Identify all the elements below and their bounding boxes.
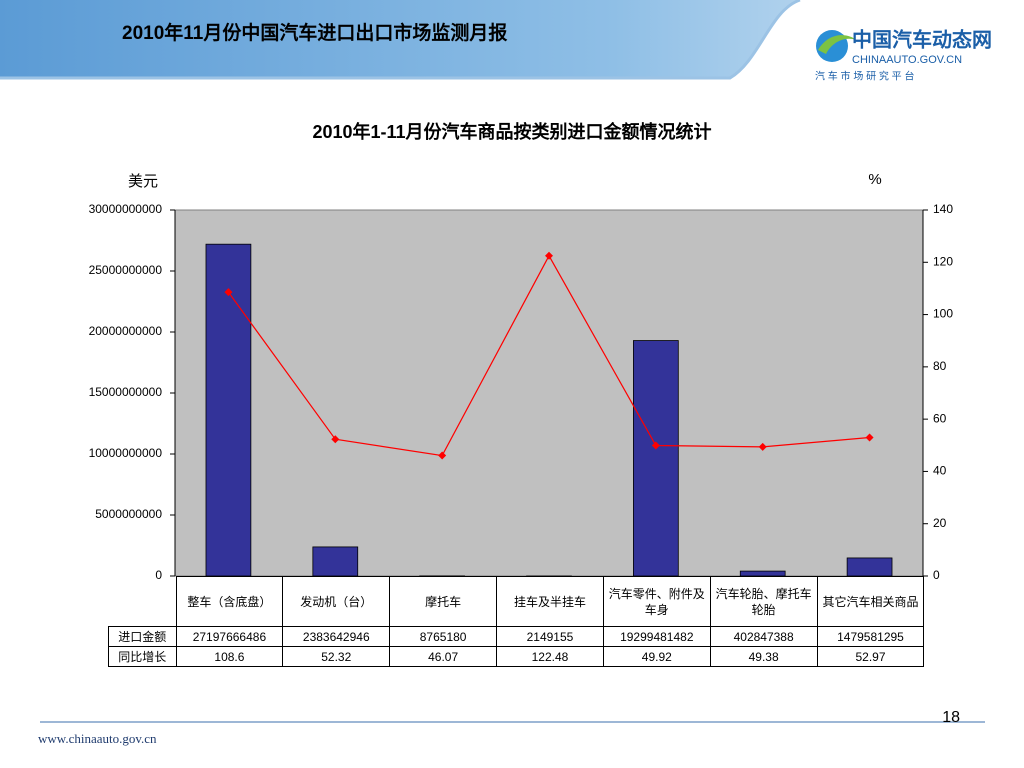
footer-url: www.chinaauto.gov.cn (38, 731, 157, 746)
y-tick-label: 10000000000 (89, 446, 163, 460)
logo-url: CHINAAUTO.GOV.CN (852, 54, 962, 66)
value-cell: 46.07 (389, 646, 498, 667)
data-table: 整车（含底盘） 发动机（台） 摩托车 挂车及半挂车 汽车零件、附件及车身 汽车轮胎、摩托车… (108, 576, 925, 667)
y-tick-label: 0 (155, 568, 162, 582)
chart-title: 2010年1-11月份汽车商品按类别进口金额情况统计 (312, 121, 711, 142)
category-cell: 整车（含底盘） (175, 576, 284, 627)
y-tick-label: 25000000000 (89, 263, 163, 277)
page-number: 18 (942, 709, 960, 726)
series-name-cell: 进口金额 (108, 626, 177, 647)
value-cell: 49.92 (602, 646, 711, 667)
bar (312, 546, 359, 577)
category-cell: 挂车及半挂车 (496, 576, 604, 627)
value-cell: 2383642946 (282, 626, 391, 647)
value-cell: 2149155 (496, 626, 604, 647)
table-header-row: 整车（含底盘） 发动机（台） 摩托车 挂车及半挂车 汽车零件、附件及车身 汽车轮胎、摩托车… (108, 576, 925, 627)
line-marker (651, 441, 660, 450)
y2-tick-label: 120 (933, 254, 953, 268)
value-cell: 8765180 (389, 626, 498, 647)
value-cell: 122.48 (496, 646, 604, 667)
value-cell: 49.38 (709, 646, 818, 667)
plot-area (174, 209, 924, 577)
line-marker (438, 451, 447, 460)
logo-swoosh (818, 35, 856, 54)
y-axis-label: 美元 (128, 173, 158, 190)
value-cell: 108.6 (175, 646, 284, 667)
line-marker (865, 433, 874, 442)
value-cell: 27197666486 (175, 626, 284, 647)
category-cell: 汽车轮胎、摩托车轮胎 (709, 576, 818, 627)
table-row: 进口金额 27197666486 2383642946 8765180 2149155 1… (108, 626, 925, 647)
y2-tick-label: 0 (933, 568, 940, 582)
value-cell: 402847388 (709, 626, 818, 647)
line-marker (758, 442, 767, 451)
category-cell: 摩托车 (389, 576, 498, 627)
logo-name: 中国汽车动态网 (852, 27, 992, 51)
bar (846, 557, 893, 577)
header-band (0, 0, 1024, 78)
category-cell: 其它汽车相关商品 (816, 576, 925, 627)
line-marker (224, 288, 233, 297)
y2-tick-label: 40 (933, 464, 947, 478)
header-title: 2010年11月份中国汽车进口出口市场监测月报 (122, 21, 507, 44)
value-cell: 52.32 (282, 646, 391, 667)
value-cell: 19299481482 (602, 626, 711, 647)
line-marker (545, 251, 553, 260)
table-row: 同比增长 108.6 52.32 46.07 122.48 49.92 49.38 52.97 (108, 646, 925, 667)
y-tick-label: 15000000000 (89, 385, 163, 399)
y2-tick-label: 20 (933, 516, 947, 530)
bar (633, 340, 679, 577)
y2-tick-label: 60 (933, 411, 947, 425)
bar (205, 243, 252, 577)
header-curve (0, 0, 801, 80)
y-tick-label: 20000000000 (89, 324, 163, 338)
logo-slogan: 汽 车 市 场 研 究 平 台 (815, 70, 914, 83)
line-marker (331, 435, 340, 444)
y2-tick-label: 100 (933, 307, 953, 321)
category-cell: 发动机（台） (282, 576, 391, 627)
category-cell: 汽车零件、附件及车身 (602, 576, 711, 627)
corner-cell (108, 576, 177, 627)
series-name-cell: 同比增长 (108, 646, 177, 667)
y2-tick-label: 80 (933, 359, 947, 373)
y2-tick-label: 140 (933, 202, 953, 216)
value-cell: 52.97 (816, 646, 925, 667)
y-tick-label: 5000000000 (95, 507, 162, 521)
y-tick-label: 30000000000 (89, 202, 163, 216)
value-cell: 1479581295 (816, 626, 925, 647)
y2-axis-label: % (868, 171, 881, 188)
